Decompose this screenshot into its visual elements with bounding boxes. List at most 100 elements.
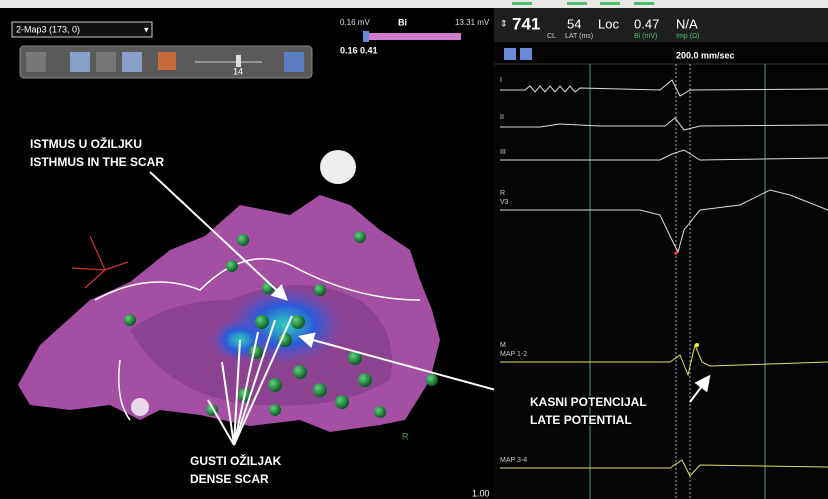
annotation: GUSTI OŽILJAK xyxy=(190,453,282,468)
annotation-arrows xyxy=(233,331,259,446)
annotation-arrow xyxy=(298,332,526,399)
ablation-points xyxy=(249,345,263,359)
signal-header xyxy=(494,8,828,42)
channel-label: R xyxy=(500,190,505,197)
ablation-points xyxy=(124,314,136,326)
traces xyxy=(500,189,828,254)
annotation-arrows xyxy=(233,319,276,446)
annotation-arrows xyxy=(207,399,235,446)
top-strip xyxy=(0,0,828,8)
channel-label: MAP 1-2 xyxy=(500,351,527,358)
lat-label: LAT (ms) xyxy=(565,33,593,40)
toolbar-buttons xyxy=(26,52,304,72)
bi-label: Bi (mV) xyxy=(634,33,657,40)
channel-label: I xyxy=(500,77,502,84)
orientation-axes xyxy=(71,267,106,271)
tool-button[interactable] xyxy=(284,52,304,72)
scale-handle[interactable] xyxy=(363,31,369,42)
annotation: ISTMUS U OŽILJKU xyxy=(30,136,142,151)
loc: Loc xyxy=(598,16,619,31)
ablation-points xyxy=(237,234,249,246)
map-selector-text: 2-Map3 (173, 0) xyxy=(16,24,80,34)
orientation-label: R xyxy=(402,431,409,441)
ablation-points xyxy=(226,260,238,272)
cl-label: CL xyxy=(547,33,556,40)
sweep-speed: 200.0 mm/sec xyxy=(676,50,735,60)
map-selector[interactable] xyxy=(11,21,153,38)
imp-label: Imp (Ω) xyxy=(676,33,700,40)
annotation: LATE POTENTIAL xyxy=(530,413,632,427)
traces xyxy=(500,117,828,131)
slider-value: 14 xyxy=(233,66,243,76)
ablation-points xyxy=(335,395,349,409)
orientation-axes xyxy=(84,269,106,289)
traces xyxy=(500,79,828,97)
time-markers xyxy=(589,64,766,499)
annotation: DENSE SCAR xyxy=(190,472,269,486)
scale-max: 13.31 mV xyxy=(455,18,490,27)
channel-label: II xyxy=(500,114,504,121)
reference-marker xyxy=(320,150,356,184)
status-bars xyxy=(634,2,654,5)
annotation-arrow xyxy=(149,171,288,301)
traces xyxy=(500,149,828,161)
channel-label: III xyxy=(500,149,506,156)
ablation-points xyxy=(314,284,326,296)
ablation-points xyxy=(358,373,372,387)
traces xyxy=(500,459,828,477)
status-bars xyxy=(512,2,654,5)
channel-label: M xyxy=(500,342,506,349)
catheter-tip xyxy=(131,398,149,416)
channel-labels: I II III R V3 M MAP 1-2 MAP 3-4 xyxy=(500,77,527,464)
scale-range: 0.16 0.41 xyxy=(340,45,378,55)
zoom-value: 1.00 xyxy=(472,488,490,498)
lat-marker xyxy=(674,251,678,255)
annotation: ISTHMUS IN THE SCAR xyxy=(30,155,164,169)
lat-value: 54 xyxy=(567,16,581,31)
orientation-axes xyxy=(104,261,129,271)
ablation-points xyxy=(374,406,386,418)
annotation-arrows xyxy=(233,339,241,446)
traces xyxy=(500,79,828,477)
scale-type: Bi xyxy=(398,17,407,27)
color-scale xyxy=(365,33,461,40)
ablation-points xyxy=(255,315,269,329)
tool-button[interactable] xyxy=(158,52,176,70)
tool-button[interactable] xyxy=(96,52,116,72)
header-icon: ⇕ xyxy=(500,18,508,28)
panel-button[interactable] xyxy=(504,48,516,60)
status-bars xyxy=(567,2,587,5)
status-bars xyxy=(600,2,620,5)
ablation-points xyxy=(262,282,274,294)
slider-thumb[interactable] xyxy=(236,55,241,67)
annotation-arrows xyxy=(221,361,235,446)
tool-button[interactable] xyxy=(70,52,90,72)
orientation-axes xyxy=(89,235,106,271)
ablation-points xyxy=(348,351,362,365)
status-bars xyxy=(512,2,532,5)
annotation-arrows xyxy=(233,315,293,446)
annotation: KASNI POTENCIJAL xyxy=(530,395,647,409)
ablation-points xyxy=(268,378,282,392)
lat-marker xyxy=(695,343,699,347)
scale-min: 0.16 mV xyxy=(340,18,370,27)
ablation-points xyxy=(124,231,438,418)
annotation-arrow xyxy=(689,374,711,403)
ablation-points xyxy=(426,374,438,386)
panel-button[interactable] xyxy=(520,48,532,60)
ablation-points xyxy=(313,383,327,397)
cl-value: 741 xyxy=(512,14,540,33)
line-of-block xyxy=(94,258,421,421)
ablation-points xyxy=(278,333,292,347)
channel-label: V3 xyxy=(500,199,509,206)
dropdown-caret: ▾ xyxy=(144,24,149,34)
channel-label: MAP 3-4 xyxy=(500,457,527,464)
tool-button[interactable] xyxy=(122,52,142,72)
tool-button[interactable] xyxy=(26,52,46,72)
ablation-points xyxy=(293,365,307,379)
ablation-points xyxy=(291,315,305,329)
imp-value: N/A xyxy=(676,16,698,31)
